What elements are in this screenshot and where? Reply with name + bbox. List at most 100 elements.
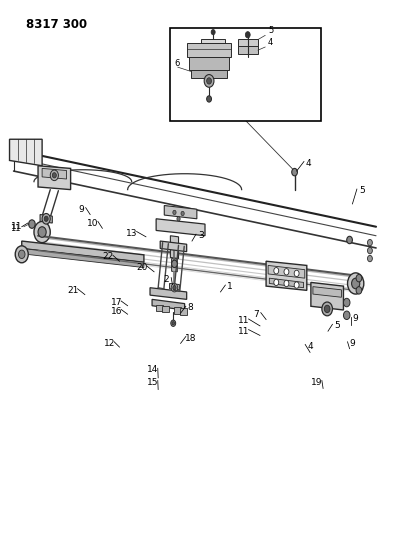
Circle shape (283, 280, 288, 287)
Text: 11: 11 (237, 316, 249, 325)
Text: 21: 21 (67, 286, 78, 295)
Text: 20: 20 (136, 263, 147, 272)
Text: 9: 9 (349, 339, 355, 348)
Text: 10: 10 (87, 219, 99, 228)
Text: 5: 5 (267, 26, 273, 35)
Circle shape (211, 29, 215, 35)
Circle shape (206, 96, 211, 102)
Polygon shape (186, 43, 231, 57)
Polygon shape (174, 308, 181, 314)
Circle shape (173, 286, 175, 290)
Text: 13: 13 (126, 229, 137, 238)
Polygon shape (170, 236, 178, 259)
Circle shape (346, 236, 352, 244)
Circle shape (172, 321, 174, 325)
Polygon shape (22, 241, 144, 262)
Polygon shape (188, 57, 229, 70)
Circle shape (171, 260, 177, 268)
Circle shape (324, 305, 329, 313)
Bar (170, 28, 320, 120)
Circle shape (321, 302, 332, 316)
Text: 8317 300: 8317 300 (26, 18, 87, 31)
Circle shape (366, 255, 371, 262)
Circle shape (343, 311, 349, 319)
Circle shape (34, 221, 50, 243)
Polygon shape (190, 70, 227, 78)
Text: 4: 4 (267, 38, 273, 47)
Circle shape (15, 246, 28, 263)
Text: 16: 16 (110, 306, 122, 316)
Polygon shape (42, 168, 66, 179)
Polygon shape (169, 284, 179, 290)
Circle shape (283, 269, 288, 275)
Polygon shape (22, 248, 144, 268)
Polygon shape (269, 278, 303, 288)
Circle shape (52, 173, 56, 178)
Polygon shape (164, 206, 196, 219)
Text: 5: 5 (334, 321, 339, 330)
Text: 17: 17 (110, 298, 122, 307)
Circle shape (366, 239, 371, 246)
Text: 4: 4 (305, 159, 311, 167)
Circle shape (180, 212, 184, 216)
Circle shape (273, 268, 278, 274)
Text: 9: 9 (352, 314, 358, 323)
Circle shape (173, 211, 175, 215)
Polygon shape (179, 309, 187, 315)
Text: 11: 11 (237, 327, 249, 336)
Circle shape (355, 287, 361, 294)
Text: 11: 11 (11, 222, 22, 231)
Text: 14: 14 (147, 366, 158, 374)
Circle shape (206, 78, 211, 84)
Text: 7: 7 (252, 310, 258, 319)
Circle shape (294, 270, 298, 277)
Polygon shape (265, 261, 306, 290)
Polygon shape (162, 306, 169, 312)
Polygon shape (267, 265, 304, 278)
Circle shape (273, 279, 278, 286)
Circle shape (44, 216, 48, 221)
Polygon shape (38, 166, 70, 190)
Circle shape (343, 298, 349, 307)
Circle shape (171, 320, 175, 326)
Circle shape (245, 31, 249, 38)
Polygon shape (310, 282, 343, 310)
Polygon shape (171, 259, 177, 272)
Circle shape (29, 220, 35, 228)
Text: 5: 5 (358, 186, 364, 195)
Text: 2: 2 (163, 274, 169, 284)
Circle shape (50, 170, 58, 181)
Text: 18: 18 (184, 334, 196, 343)
Text: 19: 19 (310, 377, 322, 386)
Circle shape (347, 273, 363, 294)
Text: 11: 11 (10, 224, 21, 233)
Polygon shape (312, 287, 341, 297)
Text: 8: 8 (187, 303, 193, 312)
Circle shape (42, 214, 50, 224)
Polygon shape (237, 38, 257, 46)
Text: 12: 12 (103, 339, 115, 348)
Circle shape (204, 75, 213, 87)
Circle shape (294, 282, 298, 288)
Circle shape (351, 278, 359, 289)
Polygon shape (9, 139, 42, 166)
Circle shape (176, 216, 180, 221)
Circle shape (355, 274, 361, 282)
Text: 4: 4 (306, 342, 312, 351)
Text: 3: 3 (198, 231, 203, 240)
Circle shape (366, 247, 371, 254)
Circle shape (38, 227, 46, 237)
Circle shape (291, 168, 297, 176)
Text: 6: 6 (174, 59, 180, 68)
Polygon shape (156, 219, 204, 236)
Polygon shape (150, 288, 186, 300)
Polygon shape (152, 300, 184, 310)
Circle shape (18, 250, 25, 259)
Text: 15: 15 (147, 377, 158, 386)
Polygon shape (156, 305, 163, 311)
Polygon shape (200, 38, 225, 43)
Circle shape (171, 284, 177, 292)
Polygon shape (160, 241, 186, 252)
Text: 22: 22 (102, 253, 113, 262)
Text: 1: 1 (227, 282, 233, 291)
